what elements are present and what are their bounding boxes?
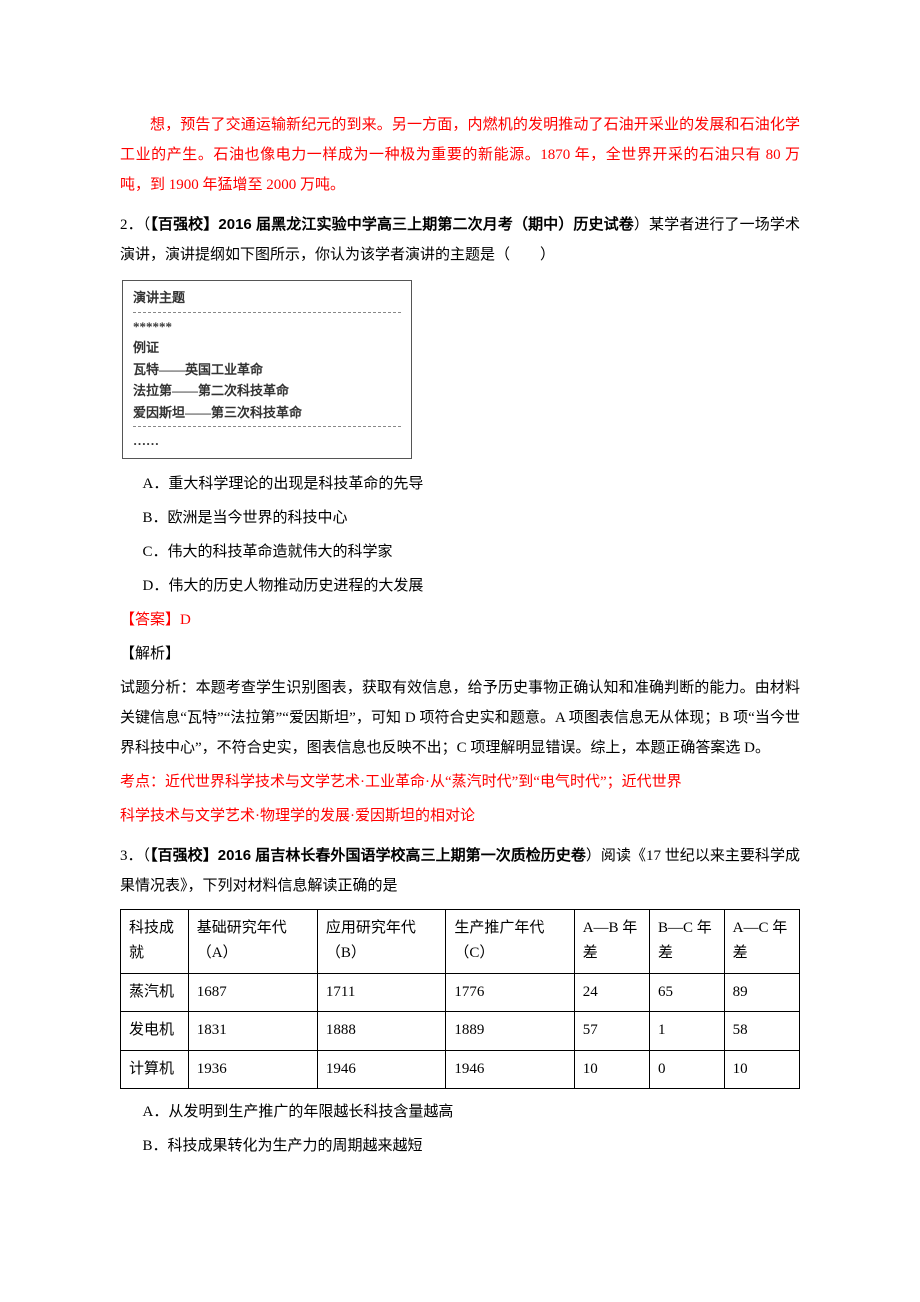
- th-4: A—B 年差: [574, 909, 649, 973]
- cell: 蒸汽机: [121, 973, 189, 1012]
- q2-option-c: C．伟大的科技革命造就伟大的科学家: [143, 537, 801, 567]
- cell: 10: [574, 1050, 649, 1089]
- q2-number: 2．（: [120, 217, 150, 233]
- th-1: 基础研究年代（A）: [188, 909, 317, 973]
- th-6: A—C 年差: [724, 909, 799, 973]
- lecture-example-label: 例证: [133, 337, 401, 359]
- q2-analysis-label: 【解析】: [120, 639, 800, 669]
- intro-paragraph: 想，预告了交通运输新纪元的到来。另一方面，内燃机的发明推动了石油开采业的发展和石…: [120, 110, 800, 200]
- cell: 10: [724, 1050, 799, 1089]
- table-row: 蒸汽机 1687 1711 1776 24 65 89: [121, 973, 800, 1012]
- q2-option-d: D．伟大的历史人物推动历史进程的大发展: [143, 571, 801, 601]
- q2-option-a: A．重大科学理论的出现是科技革命的先导: [143, 469, 801, 499]
- q3-option-a: A．从发明到生产推广的年限越长科技含量越高: [143, 1097, 801, 1127]
- cell: 1711: [317, 973, 445, 1012]
- q2-source: 【百强校】2016 届黑龙江实验中学高三上期第二次月考（期中）历史试卷: [150, 216, 634, 233]
- lecture-line-3: 爱因斯坦——第三次科技革命: [133, 402, 401, 424]
- cell: 1888: [317, 1012, 445, 1051]
- lecture-line-2: 法拉第——第二次科技革命: [133, 380, 401, 402]
- question-2: 2．（【百强校】2016 届黑龙江实验中学高三上期第二次月考（期中）历史试卷）某…: [120, 210, 800, 831]
- cell: 1831: [188, 1012, 317, 1051]
- th-5: B—C 年差: [650, 909, 725, 973]
- cell: 1687: [188, 973, 317, 1012]
- cell: 1936: [188, 1050, 317, 1089]
- q3-option-b: B．科技成果转化为生产力的周期越来越短: [143, 1131, 801, 1161]
- lecture-box: 演讲主题 ****** 例证 瓦特——英国工业革命 法拉第——第二次科技革命 爱…: [122, 280, 412, 459]
- science-results-table: 科技成就 基础研究年代（A） 应用研究年代（B） 生产推广年代（C） A—B 年…: [120, 909, 800, 1090]
- table-header-row: 科技成就 基础研究年代（A） 应用研究年代（B） 生产推广年代（C） A—B 年…: [121, 909, 800, 973]
- cell: 58: [724, 1012, 799, 1051]
- th-3: 生产推广年代（C）: [446, 909, 574, 973]
- q2-option-b: B．欧洲是当今世界的科技中心: [143, 503, 801, 533]
- q3-stem: 3．（【百强校】2016 届吉林长春外国语学校高三上期第一次质检历史卷）阅读《1…: [120, 841, 800, 901]
- question-3: 3．（【百强校】2016 届吉林长春外国语学校高三上期第一次质检历史卷）阅读《1…: [120, 841, 800, 1162]
- q2-answer: 【答案】D: [120, 605, 800, 635]
- cell: 1: [650, 1012, 725, 1051]
- cell: 65: [650, 973, 725, 1012]
- table-row: 发电机 1831 1888 1889 57 1 58: [121, 1012, 800, 1051]
- cell: 89: [724, 973, 799, 1012]
- cell: 1946: [317, 1050, 445, 1089]
- q2-analysis-body: 试题分析：本题考查学生识别图表，获取有效信息，给予历史事物正确认知和准确判断的能…: [120, 673, 800, 763]
- lecture-divider-2: [133, 426, 401, 427]
- q2-keypoint-1: 考点：近代世界科学技术与文学艺术·工业革命·从“蒸汽时代”到“电气时代”；近代世…: [120, 767, 800, 797]
- q3-source: 【百强校】2016 届吉林长春外国语学校高三上期第一次质检历史卷: [150, 847, 586, 864]
- lecture-dots-2: ……: [133, 430, 401, 452]
- cell: 发电机: [121, 1012, 189, 1051]
- q2-keypoint-2: 科学技术与文学艺术·物理学的发展·爱因斯坦的相对论: [120, 801, 800, 831]
- table-row: 计算机 1936 1946 1946 10 0 10: [121, 1050, 800, 1089]
- lecture-divider-1: [133, 312, 401, 313]
- cell: 1946: [446, 1050, 574, 1089]
- cell: 计算机: [121, 1050, 189, 1089]
- q3-number: 3．（: [120, 848, 150, 864]
- th-0: 科技成就: [121, 909, 189, 973]
- cell: 0: [650, 1050, 725, 1089]
- lecture-line-1: 瓦特——英国工业革命: [133, 359, 401, 381]
- q2-stem: 2．（【百强校】2016 届黑龙江实验中学高三上期第二次月考（期中）历史试卷）某…: [120, 210, 800, 270]
- cell: 57: [574, 1012, 649, 1051]
- lecture-dots-1: ******: [133, 316, 401, 338]
- cell: 1889: [446, 1012, 574, 1051]
- th-2: 应用研究年代（B）: [317, 909, 445, 973]
- cell: 24: [574, 973, 649, 1012]
- lecture-title: 演讲主题: [133, 287, 401, 309]
- cell: 1776: [446, 973, 574, 1012]
